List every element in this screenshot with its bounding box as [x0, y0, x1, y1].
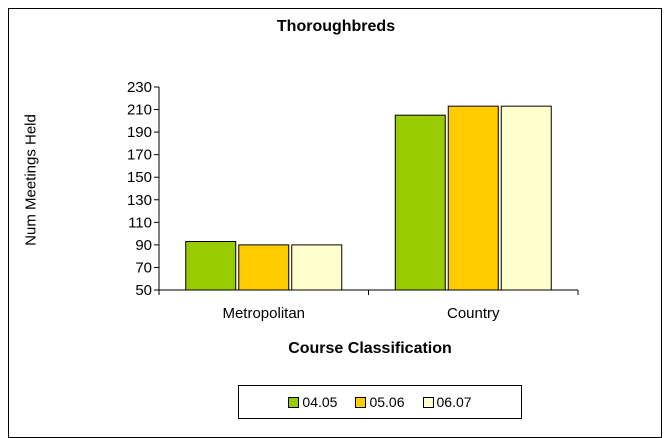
legend-label-0405: 04.05 [302, 394, 338, 410]
chart-title: Thoroughbreds [276, 18, 396, 35]
y-tick-label-110: 110 [128, 214, 152, 231]
y-tick-label-190: 190 [127, 124, 152, 141]
y-axis: 50 70 90 110 130 150 170 190 210 230 [127, 79, 160, 299]
y-tick-label-150: 150 [127, 169, 152, 186]
bar-country-0506 [447, 105, 499, 291]
legend-item-0506: 05.06 [355, 394, 405, 410]
bar-metropolitan-0607 [291, 244, 343, 291]
bar-country-0607 [500, 105, 552, 291]
x-axis-title: Course Classification [288, 340, 452, 357]
bar-metropolitan-0506 [238, 244, 290, 291]
legend-item-0607: 06.07 [422, 394, 472, 410]
chart-plot: 50 70 90 110 130 150 170 190 210 230 Metropolitan… [127, 79, 579, 322]
x-category-label-country: Country [447, 305, 500, 322]
legend-label-0506: 05.06 [369, 394, 405, 410]
legend-swatch-0607 [422, 396, 434, 408]
y-tick-label-210: 210 [127, 102, 152, 119]
chart-area [8, 8, 662, 438]
y-tick-label-50: 50 [135, 282, 152, 299]
y-tick-label-130: 130 [127, 192, 152, 209]
legend-label-0607: 06.07 [436, 394, 472, 410]
y-tick-label-230: 230 [127, 79, 152, 96]
y-tick-label-70: 70 [135, 259, 152, 276]
legend-item-0405: 04.05 [288, 394, 337, 410]
legend-swatch-0405 [288, 396, 300, 408]
legend: 04.05 05.06 06.07 [238, 385, 522, 419]
bars [185, 105, 552, 291]
x-category-label-metropolitan: Metropolitan [222, 305, 305, 322]
y-tick-label-90: 90 [135, 237, 152, 254]
bar-country-0405 [394, 114, 446, 291]
y-tick-label-170: 170 [127, 147, 152, 164]
y-axis-title: Num Meetings Held [22, 114, 40, 246]
bar-metropolitan-0405 [185, 241, 237, 291]
x-axis: Metropolitan Country [158, 289, 579, 322]
legend-swatch-0506 [355, 396, 367, 408]
